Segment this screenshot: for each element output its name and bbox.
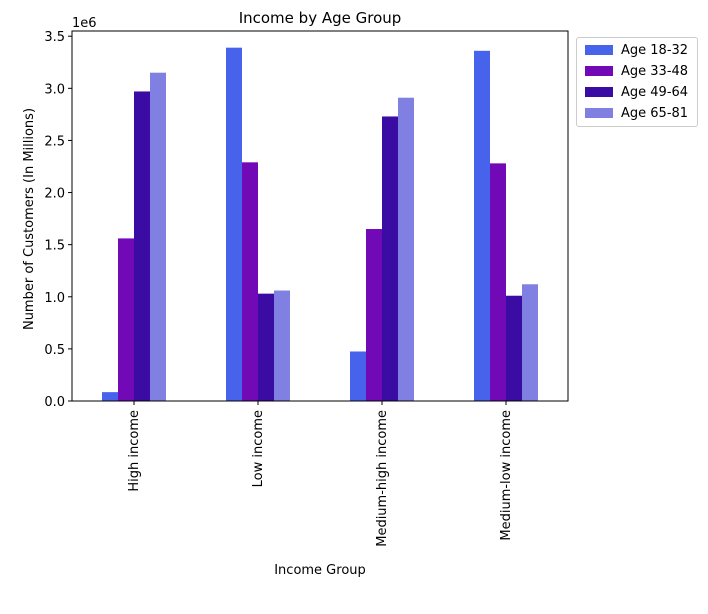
y-tick-label: 2.5 [44, 134, 65, 149]
bar [490, 163, 506, 401]
y-tick-label: 0.5 [44, 343, 65, 358]
legend-item: Age 49-64 [585, 84, 688, 100]
y-tick-label: 3.0 [44, 82, 65, 97]
legend-label: Age 33-48 [621, 63, 689, 79]
y-tick-label: 1.0 [44, 291, 65, 306]
x-tick-label: High income [127, 410, 142, 492]
legend-label: Age 65-81 [621, 105, 689, 121]
legend-swatch [585, 87, 613, 97]
y-axis-label: Number of Customers (In Millions) [22, 108, 37, 330]
legend-swatch [585, 45, 613, 55]
legend-item: Age 65-81 [585, 105, 688, 121]
y-tick-label: 3.5 [44, 30, 65, 45]
bar [506, 295, 522, 401]
bar [150, 72, 166, 402]
bar [226, 47, 242, 401]
y-tick-label: 2.0 [44, 187, 65, 202]
legend-label: Age 18-32 [621, 42, 689, 58]
bar [274, 290, 290, 401]
y-tick-label: 0.0 [44, 395, 65, 410]
ticks-group: High income Low income Medium-high income M… [44, 30, 514, 547]
chart-title: Income by Age Group [239, 9, 402, 27]
bars-group [102, 47, 538, 402]
bar [382, 116, 398, 402]
bar [118, 238, 134, 401]
x-axis-label: Income Group [274, 563, 366, 578]
x-tick-label: Medium-high income [375, 410, 390, 547]
bar [366, 229, 382, 401]
legend-item: Age 18-32 [585, 42, 688, 58]
y-axis-offset-label: 1e6 [72, 16, 97, 31]
bar [134, 91, 150, 401]
y-tick-label: 1.5 [44, 239, 65, 254]
legend-label: Age 49-64 [621, 84, 689, 100]
bar [522, 284, 538, 401]
bar [474, 50, 490, 401]
bar [242, 162, 258, 401]
legend: Age 18-32 Age 33-48 Age 49-64 Age 65-81 [576, 37, 698, 127]
legend-item: Age 33-48 [585, 63, 688, 79]
x-tick-label: Medium-low income [499, 410, 514, 541]
bar [350, 351, 366, 401]
legend-swatch [585, 66, 613, 76]
plot-frame [71, 30, 569, 402]
bar [398, 97, 414, 401]
x-tick-label: Low income [251, 410, 266, 487]
legend-swatch [585, 108, 613, 118]
bar [102, 392, 118, 401]
bar [258, 293, 274, 401]
